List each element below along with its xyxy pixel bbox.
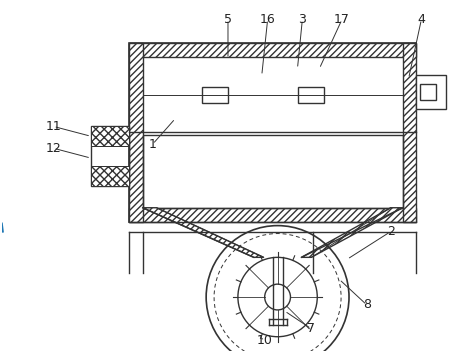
Polygon shape (129, 43, 143, 222)
Bar (299, 87, 324, 102)
Polygon shape (129, 208, 416, 222)
Polygon shape (301, 208, 403, 257)
Bar (420, 84, 436, 100)
Text: 17: 17 (334, 13, 350, 26)
Text: 2: 2 (387, 225, 395, 238)
Polygon shape (91, 166, 129, 186)
Text: 4: 4 (418, 13, 425, 26)
Polygon shape (91, 126, 129, 146)
Polygon shape (143, 208, 264, 257)
Text: 5: 5 (224, 13, 232, 26)
Text: 7: 7 (307, 322, 315, 335)
Text: 11: 11 (46, 120, 61, 133)
Text: 3: 3 (299, 13, 306, 26)
Bar (202, 87, 228, 102)
Text: 16: 16 (260, 13, 276, 26)
Polygon shape (129, 43, 416, 57)
Text: 8: 8 (363, 298, 371, 312)
Polygon shape (403, 43, 416, 222)
Text: 1: 1 (149, 138, 156, 151)
Bar (416, 75, 446, 108)
Text: 10: 10 (257, 334, 272, 347)
Text: 12: 12 (46, 142, 61, 155)
